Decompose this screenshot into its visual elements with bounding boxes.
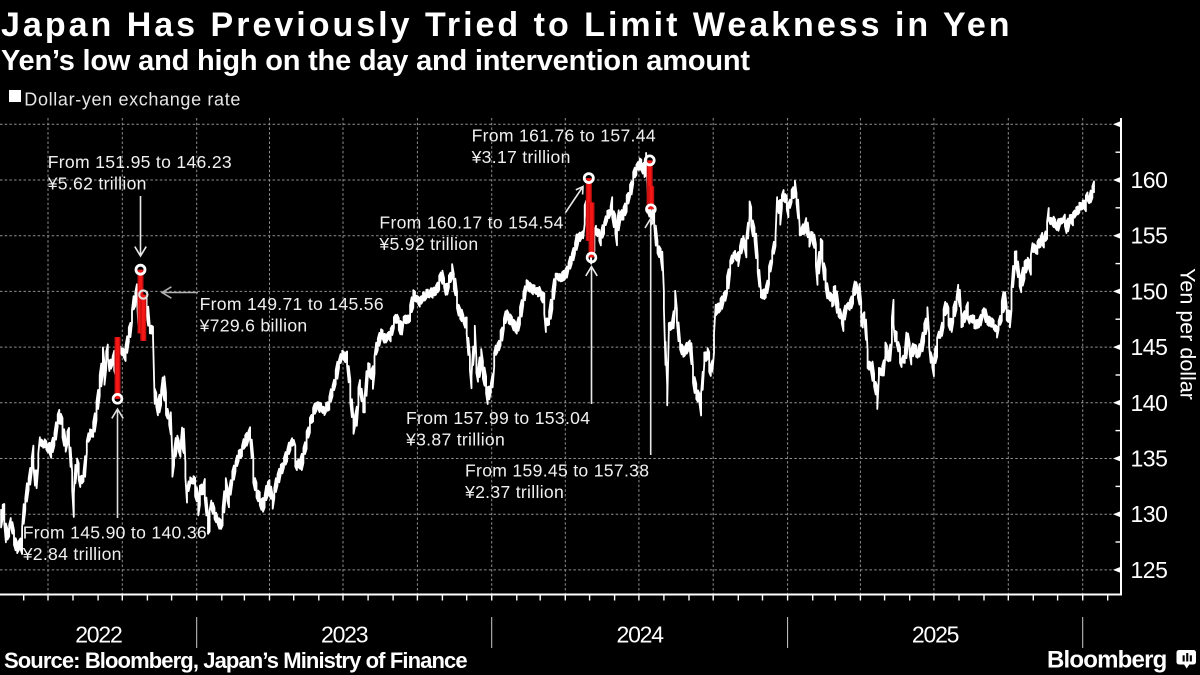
svg-text:2023: 2023 [321,622,368,648]
svg-text:2025: 2025 [912,622,959,648]
svg-text:¥5.62 trillion: ¥5.62 trillion [47,174,147,194]
svg-text:¥5.92 trillion: ¥5.92 trillion [378,234,478,254]
svg-text:¥3.17 trillion: ¥3.17 trillion [471,147,571,167]
svg-text:From 159.45 to 157.38: From 159.45 to 157.38 [465,460,649,480]
svg-text:2024: 2024 [617,622,665,648]
svg-text:2022: 2022 [75,622,122,648]
svg-text:Dollar-yen exchange rate: Dollar-yen exchange rate [24,90,241,110]
svg-text:155: 155 [1131,223,1168,249]
svg-text:¥2.37 trillion: ¥2.37 trillion [464,482,564,502]
svg-text:From 151.95 to 146.23: From 151.95 to 146.23 [48,152,232,172]
svg-text:135: 135 [1131,446,1168,472]
svg-text:¥3.87 trillion: ¥3.87 trillion [405,430,505,450]
svg-text:From 149.71 to 145.56: From 149.71 to 145.56 [200,294,384,314]
svg-text:160: 160 [1131,167,1168,193]
svg-text:From 157.99 to 153.04: From 157.99 to 153.04 [406,408,590,428]
svg-text:130: 130 [1131,501,1168,527]
svg-text:¥2.84 trillion: ¥2.84 trillion [22,544,122,564]
svg-text:145: 145 [1131,334,1168,360]
svg-text:From 160.17 to 154.54: From 160.17 to 154.54 [379,213,563,233]
svg-text:Bloomberg: Bloomberg [1047,647,1167,674]
svg-text:Source: Bloomberg, Japan’s Min: Source: Bloomberg, Japan’s Ministry of F… [4,648,467,673]
svg-text:Yen’s low and high on the day: Yen’s low and high on the day and interv… [1,45,750,77]
svg-text:150: 150 [1131,278,1168,304]
svg-text:From 161.76 to 157.44: From 161.76 to 157.44 [472,125,656,145]
svg-text:¥729.6 billion: ¥729.6 billion [199,316,308,336]
svg-text:125: 125 [1131,557,1168,583]
svg-text:140: 140 [1131,390,1168,416]
svg-text:Japan Has Previously Tried to: Japan Has Previously Tried to Limit Weak… [1,6,1013,44]
svg-text:Yen per dollar: Yen per dollar [1176,268,1200,400]
svg-text:From 145.90 to 140.36: From 145.90 to 140.36 [23,522,207,542]
